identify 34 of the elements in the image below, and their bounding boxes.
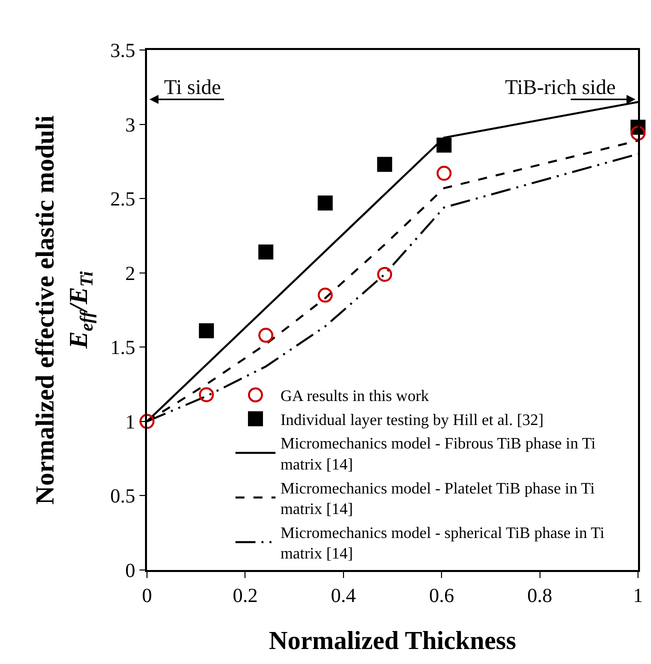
x-tick-label: 0.2 <box>232 584 258 607</box>
x-tick-label: 0.6 <box>429 584 454 607</box>
annotation: TiB-rich side <box>505 75 616 99</box>
point <box>318 196 333 211</box>
point <box>198 387 214 402</box>
point <box>436 166 452 181</box>
y-tick-label: 2 <box>125 262 136 285</box>
point <box>377 156 392 172</box>
y-tick-label: 0.5 <box>110 486 136 508</box>
y-tick-label: 3 <box>125 114 136 136</box>
x-tick-label: 1 <box>633 584 643 607</box>
point <box>198 323 214 338</box>
point <box>258 244 274 260</box>
point <box>436 138 452 153</box>
point <box>140 414 154 429</box>
x-axis-title: Normalized Thickness <box>268 626 516 655</box>
y-tick-label: 0 <box>125 560 136 582</box>
point <box>318 288 333 303</box>
legend-label: Micromechanics model - spherical TiB phase in Ti matrix [14] <box>280 524 605 563</box>
point <box>258 328 274 343</box>
legend-label: Micromechanics model - Platelet TiB phase in Ti matrix [14] <box>280 480 596 518</box>
x-tick-label: 0.8 <box>527 584 552 607</box>
y-tick-label: 3.5 <box>110 40 136 62</box>
x-tick-label: 0 <box>142 584 152 607</box>
y-tick-label: 1 <box>125 411 136 434</box>
legend-label: GA results in this work <box>280 388 429 406</box>
annotation: Ti side <box>164 75 222 99</box>
y-tick-label: 2.5 <box>110 188 136 211</box>
x-tick-label: 0.4 <box>330 584 356 607</box>
legend-label: Micromechanics model - Fibrous TiB phase in Ti matrix [14] <box>280 436 596 474</box>
legend-label: Individual layer testing by Hill et al. [32] <box>280 412 544 429</box>
point <box>630 126 646 141</box>
y-tick-label: 1.5 <box>110 337 136 360</box>
point <box>377 266 392 282</box>
